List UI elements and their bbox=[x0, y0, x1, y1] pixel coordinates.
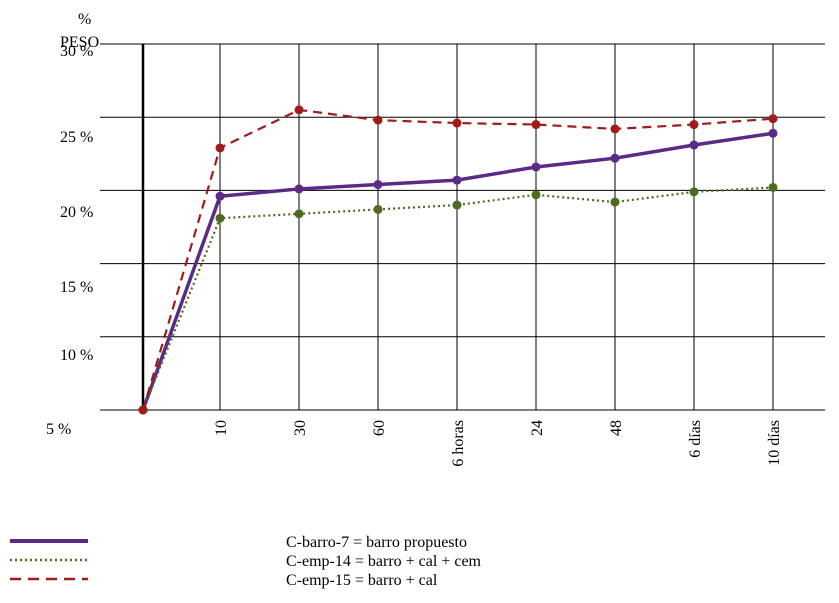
data-point bbox=[689, 140, 699, 150]
x-tick-label: 30 bbox=[292, 420, 309, 436]
x-axis-labels: 10 30 60 6 horas 24 48 6 días 10 días bbox=[213, 420, 783, 467]
data-point bbox=[531, 162, 541, 172]
x-tick-label: 24 bbox=[529, 420, 546, 436]
data-point bbox=[531, 190, 541, 200]
data-point bbox=[452, 175, 462, 185]
x-tick-label: 6 horas bbox=[450, 420, 467, 467]
data-point bbox=[294, 105, 304, 115]
data-point bbox=[373, 180, 383, 190]
data-point bbox=[452, 200, 462, 210]
y-axis-label: PESO bbox=[60, 34, 99, 51]
data-point bbox=[215, 213, 225, 223]
data-point bbox=[610, 153, 620, 163]
data-point bbox=[215, 191, 225, 201]
data-point bbox=[294, 209, 304, 219]
y-tick-label: 10 % bbox=[60, 347, 93, 364]
data-point bbox=[294, 184, 304, 194]
y-tick-label: 25 % bbox=[60, 129, 93, 146]
y-tick-label: 20 % bbox=[60, 204, 93, 221]
data-point bbox=[768, 128, 778, 138]
y-tick-label: 15 % bbox=[60, 279, 93, 296]
data-point bbox=[215, 143, 225, 153]
series-line bbox=[141, 108, 774, 411]
y-tick-label: 30 % bbox=[60, 43, 93, 60]
y-tick-label: 5 % bbox=[46, 421, 71, 438]
series-line bbox=[141, 186, 774, 411]
chart-series bbox=[138, 105, 778, 415]
legend-label: C-emp-14 = barro + cal + cem bbox=[286, 553, 482, 570]
data-point bbox=[138, 405, 148, 415]
data-point bbox=[373, 204, 383, 214]
data-point bbox=[610, 197, 620, 207]
legend: C-barro-7 = barro propuesto C-emp-14 = ba… bbox=[10, 534, 482, 589]
data-point bbox=[689, 120, 699, 130]
data-point bbox=[768, 182, 778, 192]
data-point bbox=[531, 120, 541, 130]
x-tick-label: 10 bbox=[213, 420, 230, 436]
series-line bbox=[141, 131, 774, 411]
data-point bbox=[689, 187, 699, 197]
x-tick-label: 60 bbox=[371, 420, 388, 436]
x-tick-label: 6 días bbox=[687, 420, 704, 458]
x-tick-label: 10 días bbox=[766, 420, 783, 466]
data-point bbox=[452, 118, 462, 128]
x-tick-label: 48 bbox=[608, 420, 625, 436]
legend-label: C-emp-15 = barro + cal bbox=[286, 572, 438, 589]
legend-label: C-barro-7 = barro propuesto bbox=[286, 534, 467, 551]
data-point bbox=[610, 124, 620, 134]
chart-grid bbox=[100, 43, 825, 411]
data-point bbox=[373, 115, 383, 125]
data-point bbox=[768, 114, 778, 124]
y-axis-unit: % bbox=[78, 11, 91, 28]
